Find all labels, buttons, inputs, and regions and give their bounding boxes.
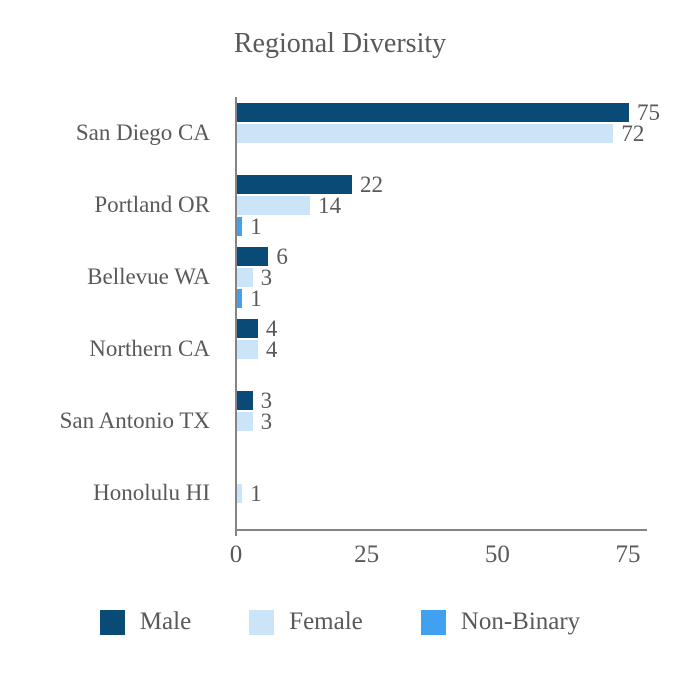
bar-value-label: 72 — [621, 120, 645, 146]
bar-slot-female: 3 — [237, 264, 647, 290]
bar-female-honolulu-hi — [237, 483, 243, 503]
chart-row-san-diego-ca: 75 72 — [237, 97, 660, 169]
legend-label-female: Female — [289, 608, 363, 635]
legend-item-non-binary: Non-Binary — [420, 608, 581, 636]
bar-slot-non-binary: 1 — [237, 213, 647, 239]
category-axis: San Diego CA Portland OR Bellevue WA Northe… — [0, 97, 222, 529]
bar-male-northern-ca — [237, 318, 258, 338]
x-tick-25: 25 — [354, 541, 380, 568]
x-tick-50: 50 — [484, 541, 510, 568]
bar-value-label: 22 — [359, 171, 383, 197]
bar-slot-female: 14 — [237, 192, 647, 218]
category-label-san-diego-ca: San Diego CA — [75, 120, 210, 145]
bar-value-label: 4 — [265, 336, 278, 362]
bar-value-label: 3 — [260, 264, 273, 290]
bar-slot-non-binary — [237, 144, 647, 165]
bar-value-label: 3 — [260, 387, 273, 413]
bar-male-san-diego-ca — [237, 102, 630, 122]
category-label-portland-or: Portland OR — [94, 192, 210, 217]
category-label-northern-ca: Northern CA — [89, 336, 210, 361]
legend-swatch-male — [99, 609, 125, 635]
bar-value-label: 1 — [250, 480, 262, 506]
bar-value-label: 75 — [637, 99, 661, 125]
bar-value-label: 14 — [318, 192, 342, 218]
bar-slot-male: 22 — [237, 171, 647, 197]
legend-swatch-female — [249, 609, 275, 635]
x-tick-0: 0 — [229, 541, 243, 568]
plot-area: 75 72 22 14 1 6 3 1 4 4 3 3 1 — [235, 97, 660, 536]
legend: Male Female Non-Binary — [0, 608, 680, 636]
legend-item-female: Female — [249, 608, 363, 636]
bar-female-san-diego-ca — [237, 123, 614, 143]
chart-row-portland-or: 22 14 1 — [237, 169, 647, 241]
bar-slot-female: 72 — [237, 120, 647, 146]
x-tick-75: 75 — [615, 541, 641, 568]
legend-item-male: Male — [99, 608, 192, 636]
chart-title: Regional Diversity — [233, 28, 447, 59]
bar-slot-female: 3 — [237, 408, 647, 434]
bar-slot-non-binary: 1 — [237, 285, 647, 311]
bar-slot-male: 4 — [237, 315, 647, 341]
bar-female-northern-ca — [237, 339, 258, 359]
category-label-bellevue-wa: Bellevue WA — [87, 264, 210, 289]
category-label-san-antonio-tx: San Antonio TX — [59, 408, 210, 433]
bar-female-portland-or — [237, 195, 311, 215]
bar-slot-female: 1 — [237, 480, 647, 506]
legend-label-non-binary: Non-Binary — [460, 608, 581, 635]
category-label-honolulu-hi: Honolulu HI — [93, 480, 210, 505]
bar-slot-male: 3 — [237, 387, 647, 413]
bar-slot-non-binary — [237, 360, 647, 381]
bar-male-bellevue-wa — [237, 246, 269, 266]
bar-slot-male — [237, 462, 647, 483]
bar-value-label: 4 — [265, 315, 278, 341]
bar-male-portland-or — [237, 174, 352, 194]
bar-slot-non-binary — [237, 504, 647, 525]
bar-slot-male: 75 — [237, 101, 660, 124]
bar-female-san-antonio-tx — [237, 411, 253, 431]
chart-row-honolulu-hi: 1 — [237, 457, 647, 529]
bar-value-label: 1 — [250, 213, 262, 239]
bar-non-binary-bellevue-wa — [237, 288, 243, 308]
bar-non-binary-portland-or — [237, 216, 243, 236]
bar-male-san-antonio-tx — [237, 390, 253, 410]
legend-label-male: Male — [139, 608, 192, 635]
bar-slot-female: 4 — [237, 336, 647, 362]
bar-slot-non-binary — [237, 432, 647, 453]
bar-value-label: 3 — [260, 408, 273, 434]
bar-value-label: 6 — [276, 243, 288, 269]
bar-slot-male: 6 — [237, 243, 647, 269]
bar-value-label: 1 — [250, 285, 262, 311]
legend-swatch-non-binary — [420, 609, 446, 635]
x-axis: 0 25 50 75 — [230, 541, 645, 571]
bar-female-bellevue-wa — [237, 267, 253, 287]
